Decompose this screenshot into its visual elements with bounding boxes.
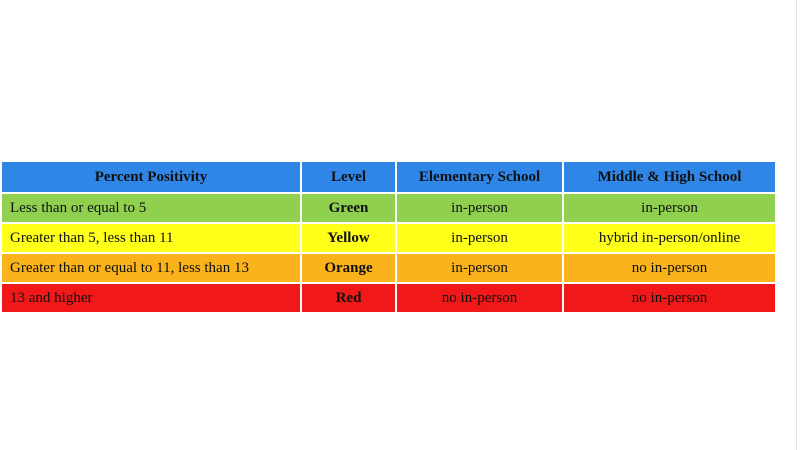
table-row-orange: Greater than or equal to 11, less than 1…: [0, 252, 777, 284]
cell-elementary: in-person: [395, 252, 564, 284]
header-elementary-school: Elementary School: [395, 160, 564, 194]
cell-level: Orange: [300, 252, 397, 284]
page-edge-divider: [796, 0, 797, 450]
cell-positivity: Greater than or equal to 11, less than 1…: [0, 252, 302, 284]
header-middle-high-school: Middle & High School: [562, 160, 777, 194]
cell-positivity: Less than or equal to 5: [0, 192, 302, 224]
cell-elementary: in-person: [395, 222, 564, 254]
header-percent-positivity: Percent Positivity: [0, 160, 302, 194]
cell-level: Green: [300, 192, 397, 224]
cell-elementary: no in-person: [395, 282, 564, 314]
cell-middle-high: no in-person: [562, 282, 777, 314]
header-level: Level: [300, 160, 397, 194]
cell-middle-high: hybrid in-person/online: [562, 222, 777, 254]
cell-middle-high: no in-person: [562, 252, 777, 284]
table-row-red: 13 and higher Red no in-person no in-per…: [0, 282, 777, 314]
cell-positivity: Greater than 5, less than 11: [0, 222, 302, 254]
cell-positivity: 13 and higher: [0, 282, 302, 314]
cell-elementary: in-person: [395, 192, 564, 224]
cell-level: Red: [300, 282, 397, 314]
cell-middle-high: in-person: [562, 192, 777, 224]
table-header-row: Percent Positivity Level Elementary Scho…: [0, 160, 777, 194]
cell-level: Yellow: [300, 222, 397, 254]
reopening-levels-table: Percent Positivity Level Elementary Scho…: [0, 160, 777, 314]
table-row-green: Less than or equal to 5 Green in-person …: [0, 192, 777, 224]
table-row-yellow: Greater than 5, less than 11 Yellow in-p…: [0, 222, 777, 254]
